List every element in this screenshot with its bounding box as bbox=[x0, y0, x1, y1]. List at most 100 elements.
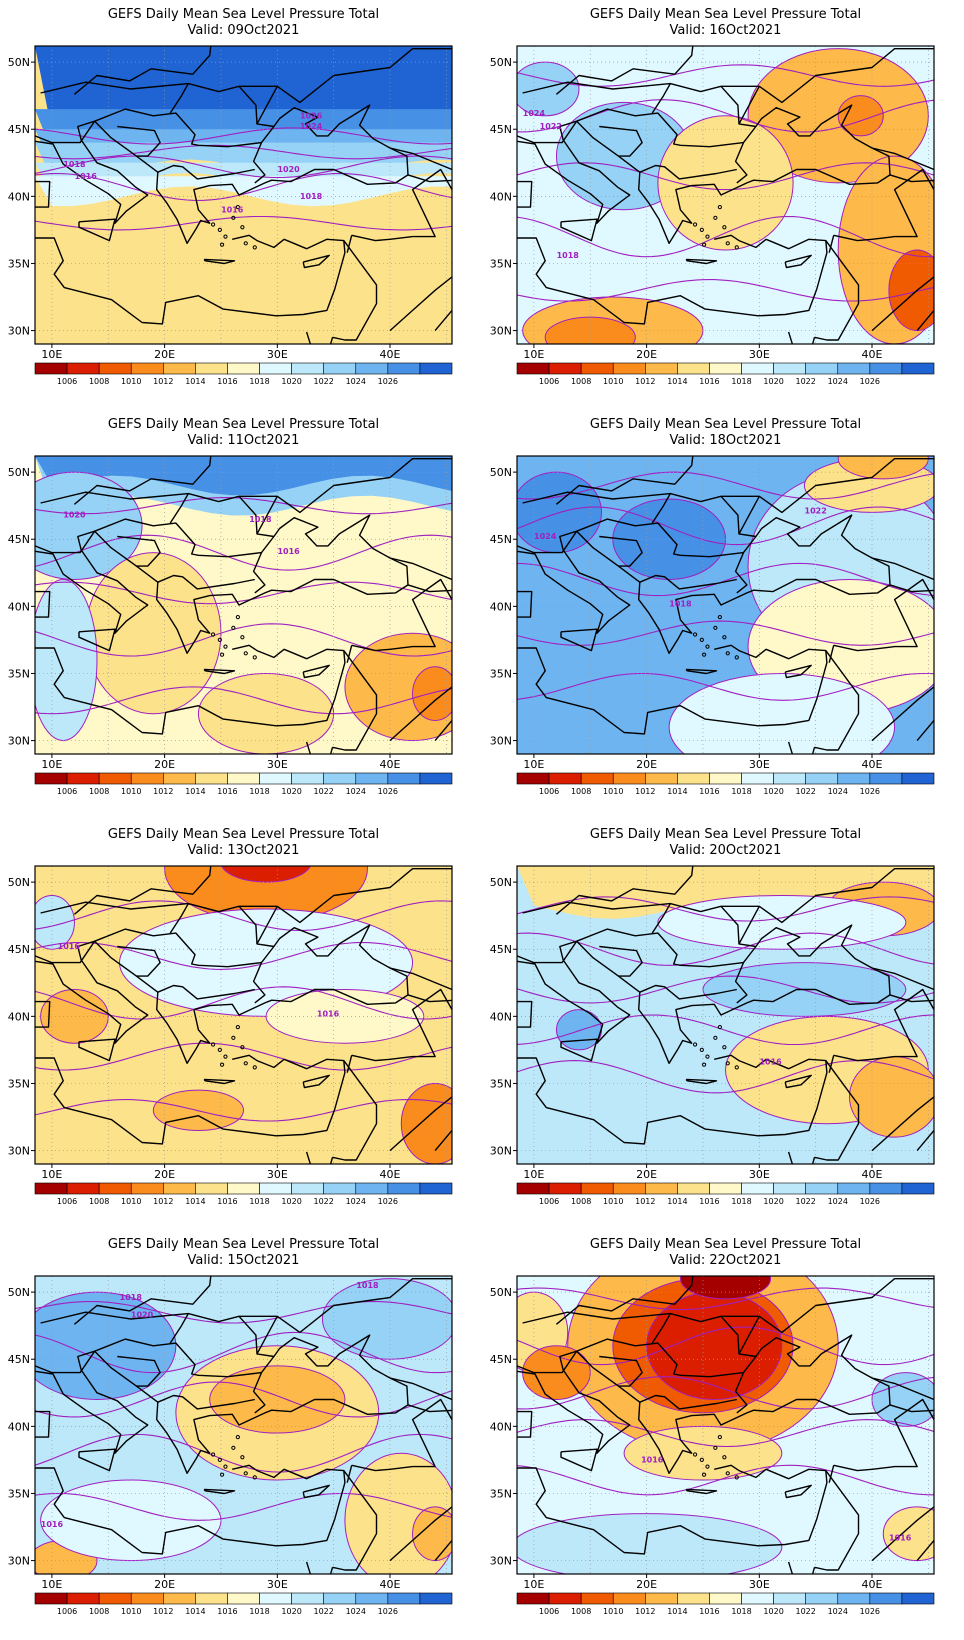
coastline bbox=[117, 125, 161, 157]
lon-tick-label: 30E bbox=[267, 348, 288, 361]
lon-tick-label: 30E bbox=[267, 1578, 288, 1591]
lat-tick-label: 40N bbox=[8, 1010, 30, 1023]
lat-tick-label: 45N bbox=[490, 1353, 512, 1366]
map-panel: GEFS Daily Mean Sea Level Pressure Total… bbox=[482, 1230, 964, 1640]
coastline bbox=[784, 254, 812, 269]
lon-tick-label: 20E bbox=[154, 1168, 175, 1181]
colorbar-label: 1012 bbox=[153, 1197, 173, 1206]
colorbar-label: 1022 bbox=[314, 377, 334, 386]
coastline bbox=[157, 574, 255, 590]
coastline bbox=[833, 578, 934, 652]
coastline bbox=[517, 1000, 533, 1028]
colorbar-label: 1006 bbox=[57, 377, 77, 386]
contour-label: 1018 bbox=[63, 160, 86, 169]
valid-date: Valid: 11Oct2021 bbox=[188, 433, 300, 448]
coastline bbox=[651, 1313, 671, 1344]
lon-tick-label: 40E bbox=[380, 348, 401, 361]
coastline bbox=[203, 1078, 236, 1085]
lat-tick-label: 30N bbox=[8, 1555, 30, 1568]
valid-date: Valid: 22Oct2021 bbox=[670, 1253, 782, 1268]
lat-tick-label: 40N bbox=[8, 1420, 30, 1433]
lat-tick-label: 50N bbox=[490, 466, 512, 479]
coastline bbox=[389, 1506, 452, 1562]
colorbar-label: 1022 bbox=[796, 787, 816, 796]
contour-label: 1018 bbox=[557, 251, 580, 260]
contour-label: 1016 bbox=[759, 1058, 782, 1067]
coastline bbox=[94, 924, 409, 1065]
lat-tick-label: 30N bbox=[490, 1555, 512, 1568]
coastline bbox=[94, 514, 409, 655]
coastline bbox=[784, 1074, 812, 1089]
coastline bbox=[73, 866, 212, 915]
colorbar-label: 1020 bbox=[763, 377, 783, 386]
contour-label: 1018 bbox=[669, 599, 692, 608]
lat-tick-label: 35N bbox=[8, 1487, 30, 1500]
colorbar-label: 1010 bbox=[603, 1197, 623, 1206]
map-panel: GEFS Daily Mean Sea Level Pressure Total… bbox=[0, 1230, 482, 1640]
colorbar-label: 1016 bbox=[217, 377, 237, 386]
lon-tick-label: 30E bbox=[267, 758, 288, 771]
coastline bbox=[517, 530, 631, 634]
lon-tick-label: 40E bbox=[862, 1168, 883, 1181]
coastline bbox=[685, 1488, 718, 1495]
coastline bbox=[238, 1315, 258, 1354]
lat-tick-label: 50N bbox=[8, 56, 30, 69]
coastline bbox=[889, 1404, 934, 1413]
colorbar-label: 1018 bbox=[731, 1607, 751, 1616]
lon-tick-label: 20E bbox=[154, 348, 175, 361]
coastline bbox=[117, 945, 161, 977]
colorbar-label: 1024 bbox=[828, 1197, 848, 1206]
lon-tick-label: 10E bbox=[523, 348, 544, 361]
coastline bbox=[639, 1394, 737, 1410]
colorbar-label: 1026 bbox=[378, 787, 398, 796]
map-panel-svg: GEFS Daily Mean Sea Level Pressure Total… bbox=[490, 417, 935, 796]
pressure-field: 1020 1018 1016 bbox=[35, 456, 452, 754]
coastline bbox=[522, 48, 934, 104]
colorbar: 1006 1008 1010 1012 1014 1016 1018 1020 1022 1024… bbox=[34, 362, 453, 386]
coastline bbox=[639, 164, 737, 180]
coastline bbox=[434, 1539, 452, 1562]
colorbar-label: 1018 bbox=[249, 787, 269, 796]
coastline bbox=[157, 984, 255, 1000]
colorbar: 1006 1008 1010 1012 1014 1016 1018 1020 1022 1024… bbox=[34, 772, 453, 796]
lat-tick-label: 40N bbox=[490, 1010, 512, 1023]
colorbar-label: 1020 bbox=[281, 1197, 301, 1206]
colorbar-label: 1016 bbox=[699, 1197, 719, 1206]
colorbar-label: 1016 bbox=[217, 787, 237, 796]
coastline bbox=[78, 218, 116, 242]
lon-tick-label: 20E bbox=[636, 1578, 657, 1591]
contour-label: 1024 bbox=[300, 122, 323, 131]
lon-tick-label: 10E bbox=[41, 348, 62, 361]
coastline bbox=[517, 940, 631, 1044]
coastline bbox=[256, 1315, 278, 1358]
colorbar-label: 1008 bbox=[89, 787, 109, 796]
coastline bbox=[407, 1404, 452, 1413]
colorbar-label: 1022 bbox=[314, 1607, 334, 1616]
coastline bbox=[871, 686, 934, 742]
lat-tick-label: 40N bbox=[8, 190, 30, 203]
colorbar-label: 1010 bbox=[603, 377, 623, 386]
coastline bbox=[651, 493, 671, 524]
lon-tick-label: 20E bbox=[636, 348, 657, 361]
coastline bbox=[560, 628, 598, 652]
lat-tick-label: 45N bbox=[8, 943, 30, 956]
coastline bbox=[871, 1377, 934, 1401]
coastline bbox=[555, 866, 694, 915]
map-panel-svg: GEFS Daily Mean Sea Level Pressure Total… bbox=[8, 827, 453, 1206]
coastline bbox=[517, 180, 533, 208]
coastline bbox=[389, 276, 452, 332]
coastline bbox=[522, 1278, 934, 1334]
contour-label: 1024 bbox=[534, 532, 557, 541]
coastline bbox=[35, 1410, 51, 1438]
coastline bbox=[828, 645, 835, 663]
map-title: GEFS Daily Mean Sea Level Pressure Total bbox=[590, 7, 861, 22]
lat-tick-label: 30N bbox=[490, 735, 512, 748]
coastline bbox=[720, 905, 740, 944]
colorbar-label: 1016 bbox=[699, 787, 719, 796]
colorbar-label: 1012 bbox=[635, 1607, 655, 1616]
coastline bbox=[828, 1465, 835, 1483]
coastline bbox=[784, 1484, 812, 1499]
coastline bbox=[332, 240, 378, 341]
coastline bbox=[389, 1377, 452, 1401]
lat-tick-label: 40N bbox=[490, 190, 512, 203]
